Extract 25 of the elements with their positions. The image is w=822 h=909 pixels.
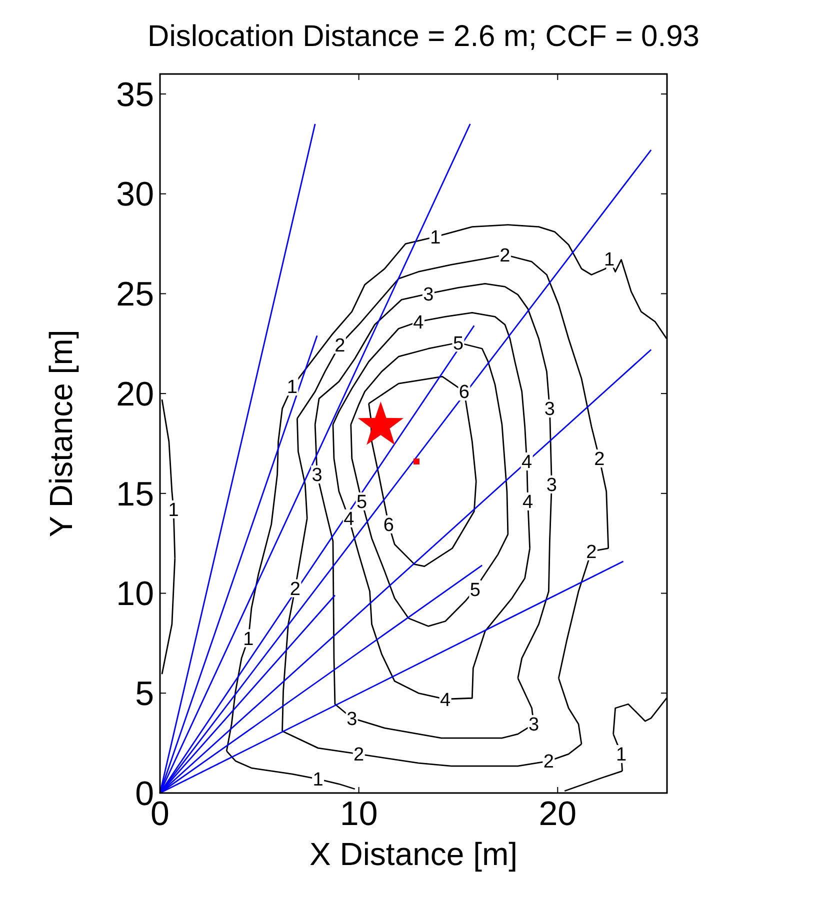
chart-title: Dislocation Distance = 2.6 m; CCF = 0.93 [148, 20, 700, 53]
y-tick-label: 20 [116, 375, 154, 414]
y-tick-label: 35 [116, 76, 154, 114]
x-axis-title: X Distance [m] [309, 836, 518, 872]
y-tick-label: 5 [135, 675, 154, 714]
x-tick-label: 20 [538, 795, 577, 833]
y-tick-label: 15 [116, 475, 154, 514]
annotation: 4 [413, 312, 424, 334]
annotation: 1 [286, 377, 298, 398]
annotation: 2 [500, 245, 510, 266]
annotation: 4 [522, 492, 534, 514]
annotation: 1 [604, 249, 615, 270]
y-tick-label: 25 [116, 276, 154, 314]
annotation: 3 [546, 475, 557, 496]
annotation: 2 [334, 335, 346, 356]
annotation: 2 [594, 449, 605, 470]
annotation: 1 [430, 227, 441, 248]
y-tick-label: 10 [116, 575, 154, 614]
annotation: 1 [243, 628, 254, 650]
annotation: 4 [522, 452, 533, 474]
y-axis-title: Y Distance [m] [43, 330, 79, 538]
x-tick-label: 10 [340, 795, 378, 833]
annotation: 3 [423, 284, 434, 306]
y-tick-label: 30 [116, 176, 154, 214]
annotation: 3 [544, 399, 555, 420]
